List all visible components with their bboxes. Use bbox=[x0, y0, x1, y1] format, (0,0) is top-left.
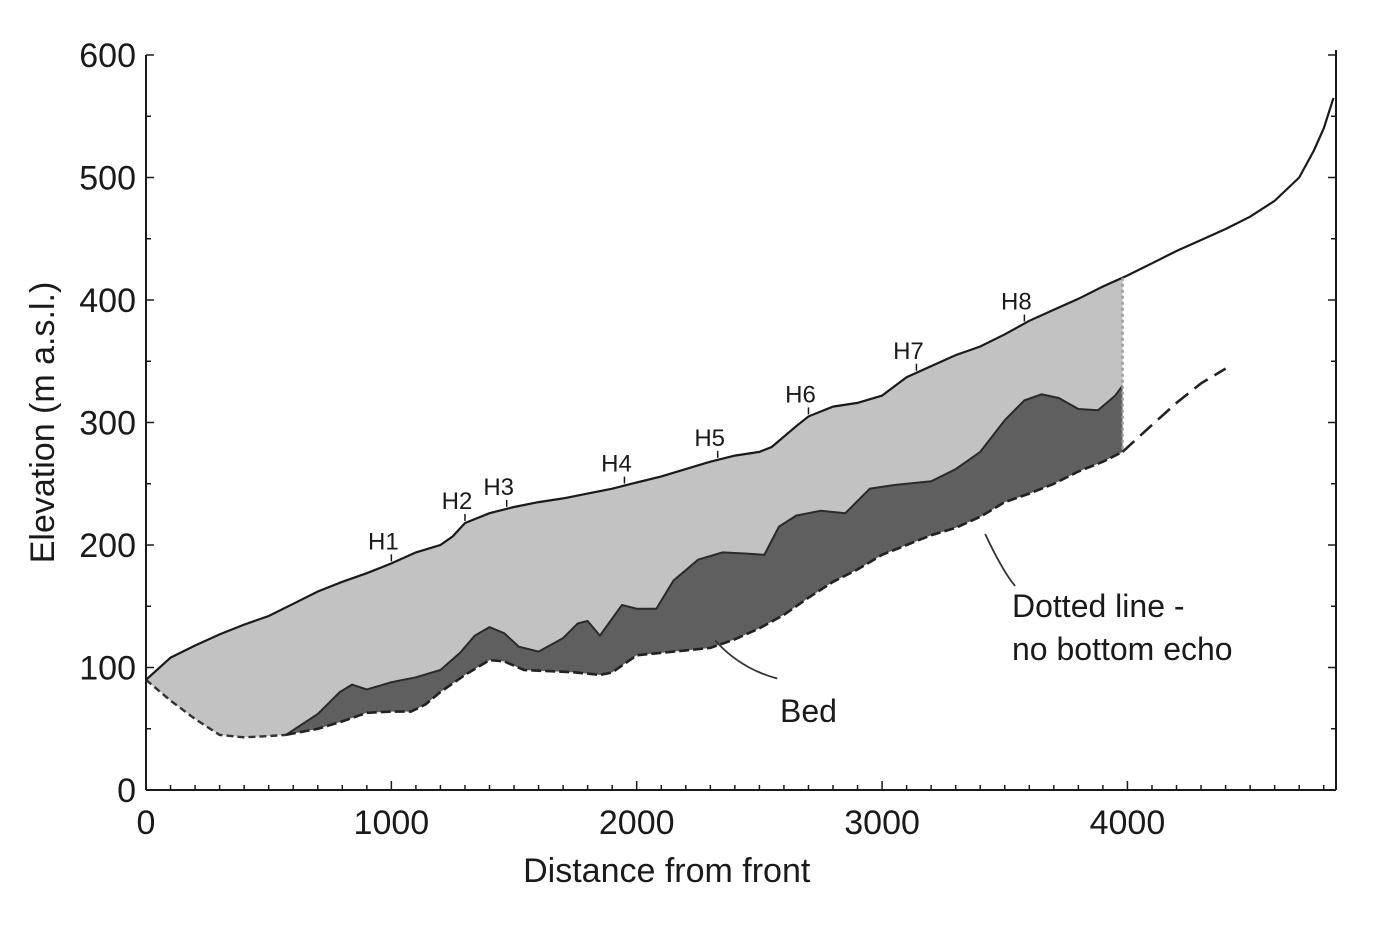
y-tick-label: 0 bbox=[117, 772, 136, 810]
x-tick-label: 1000 bbox=[354, 804, 430, 842]
marker-label: H5 bbox=[694, 425, 725, 452]
dotted-annotation-line1: Dotted line - bbox=[1012, 588, 1185, 624]
bed-annotation: Bed bbox=[780, 693, 837, 729]
marker-label: H7 bbox=[893, 338, 924, 365]
bed-leader-line bbox=[714, 639, 778, 680]
y-axis-title: Elevation (m a.s.l.) bbox=[24, 282, 62, 564]
x-tick-label: 4000 bbox=[1090, 804, 1166, 842]
marker-label: H1 bbox=[368, 528, 399, 555]
y-tick-label: 500 bbox=[79, 160, 136, 198]
surface-line bbox=[145, 97, 1335, 681]
marker-label: H3 bbox=[483, 474, 514, 501]
dotted-annotation-line2: no bottom echo bbox=[1012, 631, 1233, 667]
chart-axes bbox=[145, 50, 1337, 791]
marker-label: H8 bbox=[1001, 289, 1032, 316]
x-tick-label: 0 bbox=[137, 804, 156, 842]
ice-area bbox=[146, 277, 1123, 738]
y-tick-label: 600 bbox=[79, 37, 136, 75]
ice-bottom-line bbox=[285, 385, 1124, 736]
bed-line-front bbox=[145, 678, 286, 739]
sediment-area bbox=[285, 385, 1123, 735]
x-tick-label: 2000 bbox=[599, 804, 675, 842]
x-axis-title: Distance from front bbox=[523, 852, 811, 890]
bed-extension-line bbox=[1121, 367, 1227, 453]
marker-label: H2 bbox=[442, 488, 473, 515]
marker-label: H6 bbox=[785, 381, 816, 408]
y-tick-label: 100 bbox=[79, 650, 136, 688]
bed-line bbox=[285, 450, 1124, 737]
chart-lines bbox=[145, 97, 1335, 739]
y-tick-label: 200 bbox=[79, 527, 136, 565]
dotted-leader-line bbox=[984, 533, 1016, 587]
x-tick-label: 3000 bbox=[844, 804, 920, 842]
chart-labels: 0 100 200 300 400 500 600 0 1000 2000 3000 4000 Dist… bbox=[24, 37, 1233, 890]
y-tick-label: 400 bbox=[79, 282, 136, 320]
y-tick-label: 300 bbox=[79, 405, 136, 443]
chart-areas bbox=[146, 277, 1123, 738]
marker-label: H4 bbox=[601, 451, 632, 478]
